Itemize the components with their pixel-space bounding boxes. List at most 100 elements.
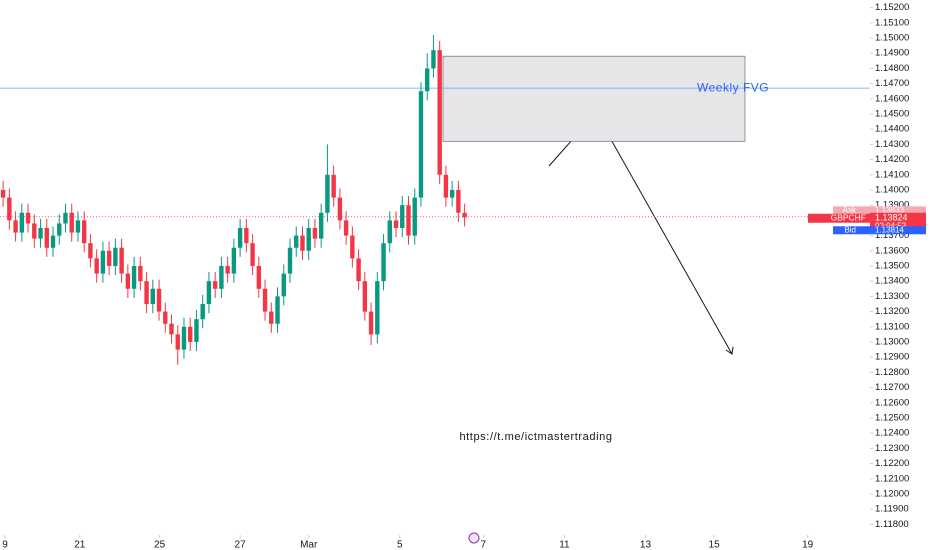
- candle-body: [231, 247, 237, 274]
- y-tick-label: 1.13900: [875, 200, 909, 211]
- candle-body: [100, 250, 106, 274]
- y-tick-label: 1.15100: [875, 17, 909, 28]
- bid-value: 1.13814: [875, 225, 904, 234]
- candle-body: [188, 326, 193, 342]
- bid-value-box: [870, 226, 926, 235]
- last-price-box: [870, 212, 926, 231]
- candle-body: [7, 197, 12, 221]
- candle-body: [312, 227, 318, 239]
- x-tick-label: 15: [709, 540, 721, 550]
- ask-box: [833, 206, 870, 215]
- candle-body: [119, 247, 124, 274]
- y-tick-label: 1.12600: [875, 397, 909, 408]
- y-tick-label: 1.15200: [875, 2, 909, 13]
- candle-body: [393, 220, 399, 228]
- candle-body: [181, 326, 187, 350]
- candle-body: [437, 50, 442, 175]
- y-tick-label: 1.12000: [875, 488, 909, 499]
- candle-body: [250, 243, 255, 266]
- y-tick-label: 1.15000: [875, 33, 909, 44]
- candle-body: [131, 265, 137, 289]
- last-price: 1.13824: [875, 213, 908, 223]
- y-tick-label: 1.14200: [875, 154, 909, 165]
- candle-body: [57, 223, 62, 236]
- candle-body: [212, 281, 218, 289]
- candle-body: [443, 174, 449, 198]
- candle-body: [32, 223, 37, 239]
- candle-body: [412, 197, 417, 236]
- x-tick-label: 7: [481, 540, 487, 550]
- x-tick-label: 13: [640, 540, 652, 550]
- candle-body: [425, 68, 430, 92]
- candle-body: [69, 212, 74, 233]
- candle-body: [300, 235, 305, 251]
- candle-body: [331, 174, 336, 198]
- ask-label: Ask: [843, 205, 857, 214]
- candle-body: [294, 235, 299, 248]
- candle-body: [325, 174, 330, 213]
- candle-body: [287, 247, 293, 274]
- candle-body: [368, 311, 374, 335]
- x-tick-label: 27: [235, 540, 247, 550]
- candle-body: [462, 212, 467, 218]
- candle-body: [175, 334, 180, 350]
- arrow-line: [595, 112, 733, 355]
- y-tick-label: 1.13000: [875, 336, 909, 347]
- candle-body: [194, 319, 199, 342]
- candle-body: [225, 265, 230, 274]
- candle-body: [81, 220, 87, 244]
- candle-body: [269, 311, 274, 324]
- y-tick-label: 1.13400: [875, 276, 909, 287]
- candle-body: [381, 243, 386, 282]
- candle-body: [144, 281, 149, 304]
- candle-body: [318, 212, 324, 239]
- x-tick-label: 25: [154, 540, 166, 550]
- candle-body: [375, 281, 380, 335]
- y-tick-label: 1.14300: [875, 139, 909, 150]
- candle-body: [63, 212, 68, 224]
- y-tick-label: 1.12900: [875, 352, 909, 363]
- y-tick-label: 1.12300: [875, 443, 909, 454]
- event-icon[interactable]: [468, 532, 480, 544]
- fvg-box: [442, 55, 746, 142]
- candle-body: [337, 197, 343, 221]
- candle-body: [163, 311, 168, 324]
- candle-body: [106, 250, 112, 266]
- candle-body: [150, 288, 155, 304]
- x-tick-label: Mar: [300, 540, 318, 550]
- y-tick-label: 1.13500: [875, 260, 909, 271]
- y-tick-label: 1.13600: [875, 245, 909, 256]
- y-tick-label: 1.14800: [875, 63, 909, 74]
- x-tick-label: 9: [2, 540, 8, 550]
- y-tick-label: 1.13300: [875, 291, 909, 302]
- y-tick-label: 1.13100: [875, 321, 909, 332]
- candle-body: [387, 220, 392, 244]
- y-tick-label: 1.14700: [875, 78, 909, 89]
- y-tick-label: 1.11900: [875, 504, 909, 515]
- x-tick-label: 5: [397, 540, 403, 550]
- fvg-label: Weekly FVG: [697, 80, 769, 94]
- candle-body: [50, 235, 56, 248]
- candle-body: [356, 258, 361, 282]
- candle-body: [44, 227, 49, 248]
- candle-body: [25, 212, 31, 224]
- candle-body: [219, 265, 224, 289]
- x-tick-label: 11: [559, 540, 570, 550]
- y-tick-label: 1.12200: [875, 458, 909, 469]
- candle-body: [200, 303, 205, 320]
- candle-body: [237, 227, 243, 248]
- candle-body: [113, 247, 118, 266]
- symbol-label: GBPCHF: [831, 212, 866, 222]
- y-tick-label: 1.14000: [875, 185, 909, 196]
- candle-body: [75, 220, 81, 233]
- candle-body: [431, 50, 436, 69]
- candle-body: [0, 189, 6, 198]
- y-tick-label: 1.13700: [875, 230, 909, 241]
- countdown: 02:04:53: [875, 221, 907, 230]
- ask-value-box: [870, 206, 926, 215]
- y-tick-label: 1.14100: [875, 169, 909, 180]
- candle-body: [306, 227, 311, 251]
- candle-body: [256, 265, 262, 289]
- y-tick-label: 1.14900: [875, 48, 909, 59]
